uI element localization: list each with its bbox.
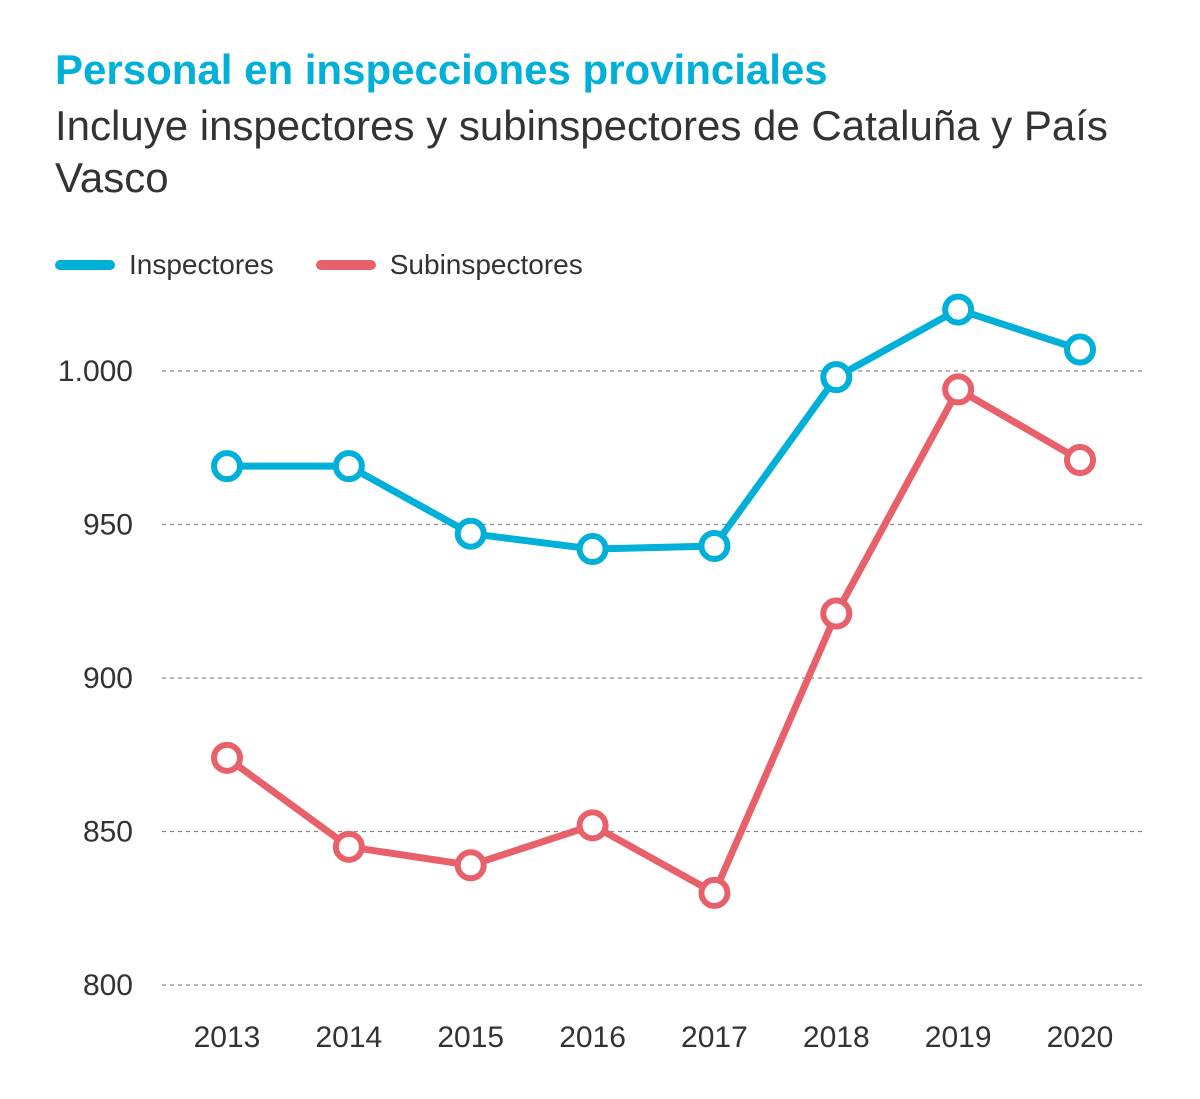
chart-subtitle: Incluye inspectores y subinspectores de …	[55, 102, 1108, 201]
legend-item-subinspectores: Subinspectores	[315, 249, 583, 281]
series-line-inspectores	[223, 306, 1084, 553]
x-tick-label-2013: 2013	[194, 1021, 261, 1054]
point-subinspectores-2016	[576, 809, 609, 842]
point-inspectores-2013	[211, 450, 243, 483]
chart-title: Personal en inspecciones provinciales	[55, 46, 828, 93]
point-subinspectores-2014	[332, 830, 365, 863]
legend-label-inspectores: Inspectores	[129, 249, 274, 280]
point-inspectores-2014	[332, 450, 365, 483]
point-subinspectores-2020	[1064, 444, 1096, 477]
point-subinspectores-2013	[211, 741, 243, 774]
point-inspectores-2016	[576, 533, 609, 566]
point-inspectores-2019	[942, 293, 975, 326]
x-tick-label-2018: 2018	[803, 1021, 870, 1054]
legend-item-inspectores: Inspectores	[55, 249, 274, 281]
series-line-subinspectores	[223, 385, 1084, 897]
x-tick-label-2020: 2020	[1047, 1021, 1114, 1054]
point-inspectores-2015	[454, 517, 487, 550]
x-tick-label-2015: 2015	[437, 1021, 504, 1054]
y-tick-label-950: 950	[83, 509, 133, 542]
point-inspectores-2018	[820, 361, 853, 394]
y-tick-label-1.000: 1.000	[58, 355, 133, 388]
point-inspectores-2020	[1064, 333, 1096, 366]
legend-swatch-subinspectores	[315, 260, 376, 270]
y-tick-label-850: 850	[83, 816, 133, 849]
y-tick-label-800: 800	[83, 969, 133, 1002]
legend-swatch-inspectores	[55, 260, 115, 270]
point-subinspectores-2015	[454, 849, 487, 882]
point-subinspectores-2019	[942, 373, 975, 406]
x-tick-label-2014: 2014	[315, 1021, 382, 1054]
x-tick-label-2019: 2019	[925, 1021, 992, 1054]
legend: Inspectores Subinspectores	[55, 248, 625, 282]
y-tick-label-900: 900	[83, 662, 133, 695]
legend-label-subinspectores: Subinspectores	[389, 249, 583, 280]
point-inspectores-2017	[698, 529, 731, 562]
x-tick-label-2016: 2016	[559, 1021, 626, 1054]
x-tick-label-2017: 2017	[681, 1021, 748, 1054]
point-subinspectores-2017	[698, 876, 731, 909]
point-subinspectores-2018	[820, 597, 853, 630]
